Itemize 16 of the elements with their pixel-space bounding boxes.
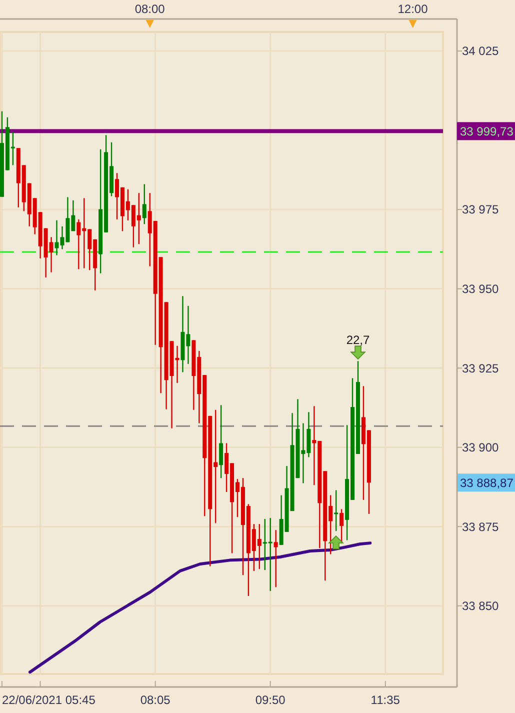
annotation: 22,7 bbox=[346, 333, 370, 348]
ref-line-label: 33 999,73 bbox=[460, 124, 514, 138]
x2-tick-label: 08:00 bbox=[134, 2, 166, 16]
text: 33 888,87 bbox=[460, 476, 514, 490]
x-tick-label: 22/06/2021 05:45 bbox=[2, 693, 96, 707]
y-tick-label: 33 925 bbox=[462, 361, 500, 376]
y-tick-label: 34 025 bbox=[462, 44, 500, 58]
y-tick-label: 33 900 bbox=[462, 440, 500, 455]
y-tick-label: 33 975 bbox=[462, 202, 500, 217]
x2-tick-label: 12:00 bbox=[398, 2, 428, 16]
y-tick-label: 33 850 bbox=[462, 599, 500, 614]
x-tick-label: 11:35 bbox=[370, 693, 400, 707]
x-tick-label: 09:50 bbox=[255, 693, 286, 707]
y-tick-label: 33 950 bbox=[462, 282, 500, 296]
x-tick-label: 08:05 bbox=[140, 693, 171, 707]
y-tick-label: 33 875 bbox=[462, 520, 500, 534]
